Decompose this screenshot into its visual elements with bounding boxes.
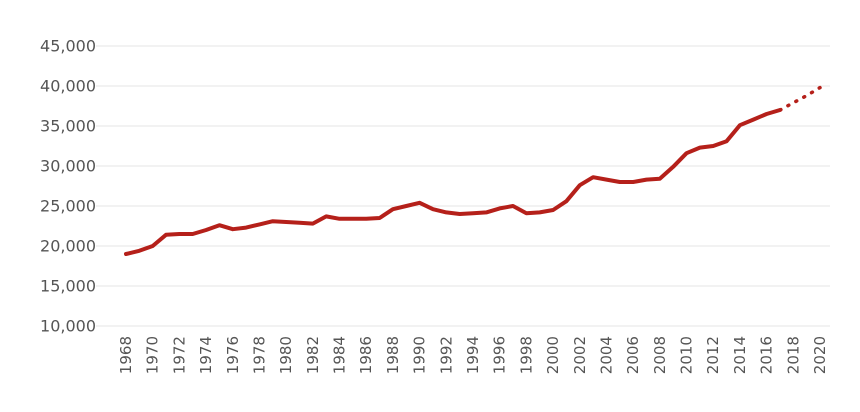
x-tick-label: 1976: [224, 336, 242, 374]
y-tick-label: 10,000: [40, 317, 96, 336]
x-tick-label: 2010: [678, 336, 696, 374]
x-tick-label: 1990: [411, 336, 429, 374]
y-axis-tick-labels: 10,000 15,000 20,000 25,000 30,000 35,000 40,0…: [40, 37, 96, 336]
series-line-dotted: [778, 85, 822, 112]
x-tick-label: 1982: [304, 336, 322, 374]
x-axis-tick-labels: 1968 1970 1972 1974 1976 1978 1980 1982 1984 1986…: [117, 336, 829, 374]
x-tick-label: 1994: [464, 336, 482, 374]
x-tick-label: 1980: [277, 336, 295, 374]
x-tick-label: 2004: [597, 336, 615, 374]
x-tick-label: 1988: [384, 336, 402, 374]
y-tick-label: 35,000: [40, 117, 96, 136]
x-tick-label: 2008: [651, 336, 669, 374]
x-tick-label: 2018: [784, 336, 802, 374]
x-tick-label: 2012: [704, 336, 722, 374]
y-tick-label: 20,000: [40, 237, 96, 256]
y-tick-label: 15,000: [40, 277, 96, 296]
x-tick-label: 1998: [517, 336, 535, 374]
series-layer: [124, 85, 822, 256]
x-tick-label: 2006: [624, 336, 642, 374]
x-tick-label: 1974: [197, 336, 215, 374]
x-tick-label: 1984: [331, 336, 349, 374]
x-tick-label: 1972: [170, 336, 188, 374]
x-tick-label: 2014: [731, 336, 749, 374]
x-tick-label: 2000: [544, 336, 562, 374]
x-tick-label: 1970: [144, 336, 162, 374]
x-tick-label: 1986: [357, 336, 375, 374]
x-tick-label: 1968: [117, 336, 135, 374]
y-tick-label: 30,000: [40, 157, 96, 176]
series-line-solid: [124, 108, 782, 256]
x-tick-label: 1996: [491, 336, 509, 374]
y-tick-label: 40,000: [40, 77, 96, 96]
y-tick-label: 45,000: [40, 37, 96, 56]
y-tick-label: 25,000: [40, 197, 96, 216]
x-tick-label: 2002: [571, 336, 589, 374]
x-tick-label: 1992: [437, 336, 455, 374]
gridlines: [96, 45, 830, 327]
x-tick-label: 2016: [758, 336, 776, 374]
x-tick-label: 2020: [811, 336, 829, 374]
x-tick-label: 1978: [250, 336, 268, 374]
